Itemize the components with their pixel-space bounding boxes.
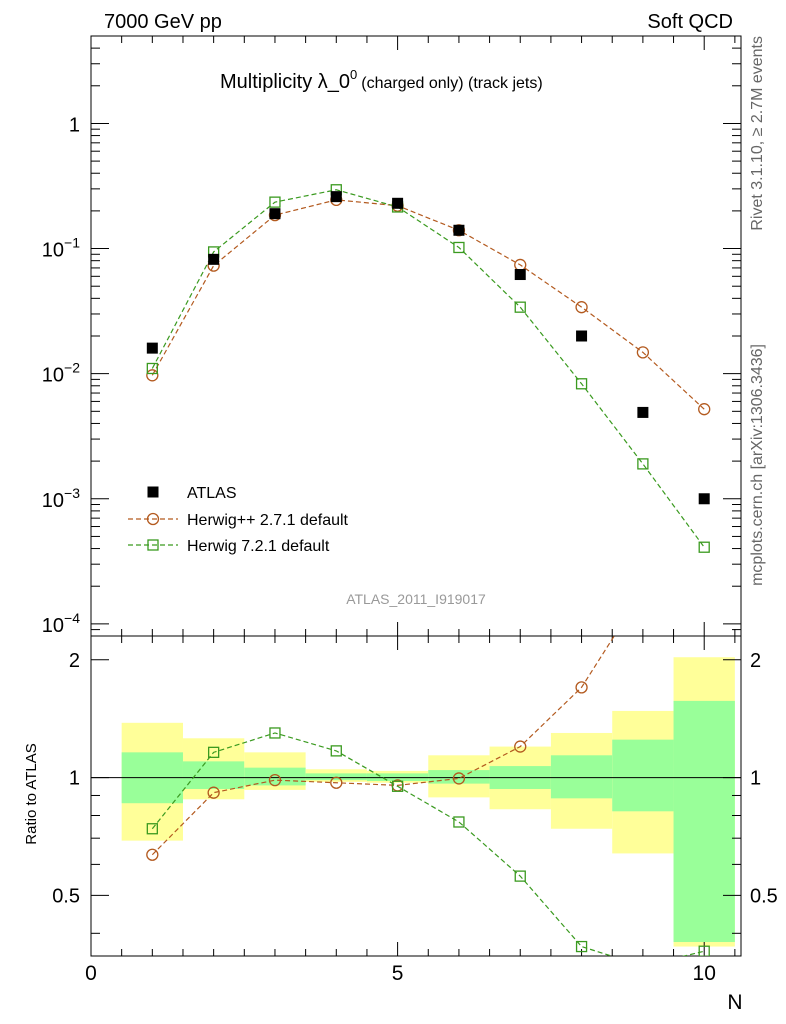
ratio-series-layer [146, 585, 710, 971]
legend-label: Herwig 7.2.1 default [187, 538, 330, 555]
x-axis-label: N [727, 991, 742, 1014]
herwig7-ratio-point [698, 945, 710, 956]
herwigpp-ratio-point [452, 772, 466, 785]
y-tick-base: 1 [69, 114, 80, 136]
ratio-frame [90, 635, 742, 957]
legend: ATLAS Herwig++ 2.7.1 default Herwig 7.2.1 … [128, 485, 349, 555]
herwig7-ratio-point [146, 823, 158, 835]
y-tick-label: 10−2 [42, 360, 80, 387]
ratio-uncertainty-bands [121, 657, 735, 947]
atlas-point [330, 191, 342, 203]
herwigpp-ratio-point [575, 681, 588, 694]
y-tick-exponent: −2 [64, 360, 80, 376]
herwig7-ratio-point [575, 940, 588, 953]
ratio-y-tick-label-right: 2 [750, 650, 761, 672]
chart-title-sub: (charged only) (track jets) [361, 75, 542, 92]
herwigpp-ratio-point [330, 776, 343, 789]
herwig7-ratio-point [391, 780, 404, 792]
herwig7-point [514, 301, 526, 313]
herwigpp-ratio-line [151, 636, 615, 856]
chart-title: Multiplicity λ_00 (charged only) (track j… [220, 67, 543, 93]
atlas-point [576, 330, 588, 342]
y-tick-label: 10−4 [42, 610, 80, 637]
category-label: Soft QCD [647, 11, 733, 33]
herwigpp-ratio-point [268, 773, 282, 787]
x-tick-label: 10 [693, 962, 716, 985]
ratio-y-tick-label-right: 1 [750, 768, 761, 790]
legend-marker [147, 539, 159, 551]
ratio-y-tick-label: 1 [69, 768, 80, 790]
herwigpp-line [151, 199, 705, 410]
atlas-point [269, 208, 281, 220]
herwigpp-ratio-point [514, 740, 527, 753]
stat-uncertainty-band [428, 770, 490, 784]
herwig7-ratio-point [207, 746, 220, 758]
herwigpp-point [146, 369, 159, 382]
atlas-point [392, 197, 404, 209]
stat-uncertainty-band [244, 767, 306, 786]
herwigpp-point [636, 346, 650, 359]
legend-label: ATLAS [187, 485, 237, 502]
herwig7-point [453, 241, 465, 254]
stat-uncertainty-band [673, 700, 735, 943]
herwig7-ratio-point [269, 727, 281, 739]
herwig7-line [151, 189, 705, 548]
y-tick-exponent: −3 [64, 485, 80, 501]
herwigpp-ratio-point [146, 848, 159, 861]
herwig7-point [575, 378, 588, 390]
legend-marker [146, 512, 160, 526]
analysis-id-label: ATLAS_2011_I919017 [346, 591, 486, 607]
atlas-point [208, 253, 220, 265]
energy-label: 7000 GeV pp [104, 11, 222, 33]
y-tick-label: 10−1 [42, 235, 80, 262]
y-tick-label: 1 [69, 114, 80, 136]
x-tick-label: 5 [392, 962, 404, 985]
ratio-y-axis-label: Ratio to ATLAS [23, 743, 40, 844]
ratio-y-tick-label: 0.5 [52, 885, 80, 907]
y-tick-base: 10 [42, 240, 64, 262]
y-tick-base: 10 [42, 365, 64, 387]
y-tick-exponent: −4 [64, 610, 80, 626]
x-tick-label: 0 [85, 962, 97, 985]
herwig7-ratio-point [638, 961, 648, 971]
stat-uncertainty-band [550, 755, 613, 799]
herwigpp-ratio-point [207, 786, 220, 799]
herwig7-ratio-line [151, 732, 705, 956]
herwigpp-point [698, 403, 711, 416]
atlas-point [637, 406, 649, 418]
atlas-point [146, 342, 158, 354]
y-tick-base: 10 [42, 615, 64, 637]
herwig7-ratio-point [514, 870, 526, 882]
stat-uncertainty-band [182, 761, 245, 789]
herwig7-point [269, 196, 281, 208]
herwig7-ratio-point [330, 745, 342, 757]
legend-label: Herwig++ 2.7.1 default [187, 512, 349, 529]
atlas-point [698, 493, 710, 505]
y-tick-exponent: −1 [64, 235, 80, 251]
herwig7-point [698, 541, 710, 553]
y-tick-label: 10−3 [42, 485, 80, 512]
atlas-point [453, 224, 465, 236]
ratio-y-tick-label: 2 [69, 650, 80, 672]
chart-title-main: Multiplicity λ_0 [220, 71, 350, 93]
herwig7-point [146, 362, 158, 375]
chart-title-sup: 0 [350, 67, 357, 82]
main-series-layer [146, 184, 711, 553]
atlas-point [514, 269, 526, 281]
herwigpp-ratio-point [637, 585, 648, 596]
legend-marker [147, 486, 159, 498]
herwig7-point [637, 458, 649, 470]
y-tick-base: 10 [42, 490, 64, 512]
herwigpp-point [575, 301, 588, 314]
rivet-version-label: Rivet 3.1.10, ≥ 2.7M events [749, 36, 766, 231]
stat-uncertainty-band [612, 739, 674, 812]
herwig7-ratio-point [453, 816, 465, 828]
mcplots-label: mcplots.cern.ch [arXiv:1306.3436] [749, 344, 766, 586]
ratio-y-tick-label-right: 0.5 [750, 885, 778, 907]
